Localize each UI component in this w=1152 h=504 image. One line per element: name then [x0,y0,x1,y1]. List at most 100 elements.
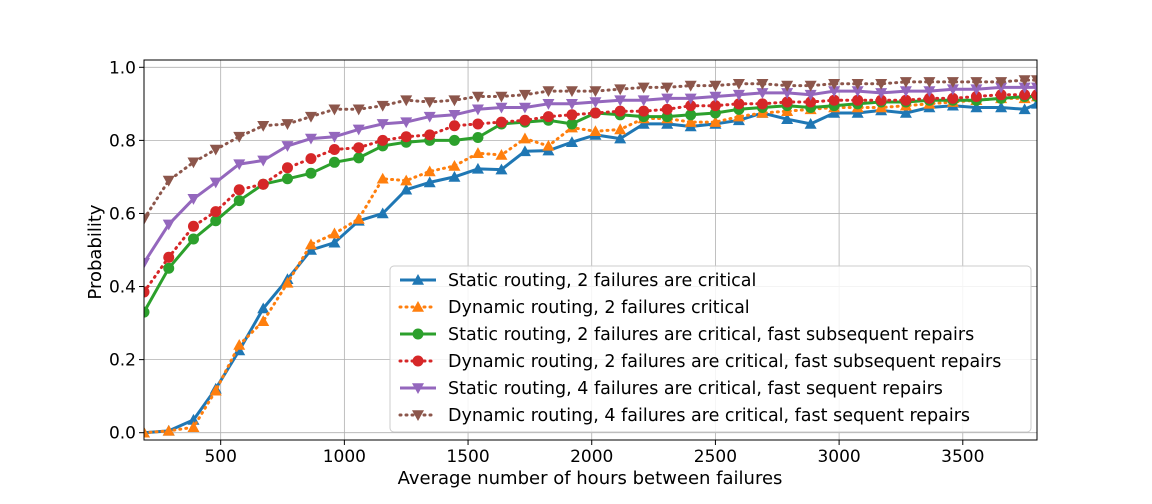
data-point [875,88,888,99]
data-point [589,97,602,109]
data-point [448,110,461,121]
data-point [233,344,246,356]
data-point [1031,75,1037,87]
data-point [947,92,959,104]
legend-entry: Dynamic routing, 4 failures are critical… [398,406,970,426]
data-point [995,82,1008,94]
y-tick-label: 0.2 [109,351,136,371]
data-point [518,145,531,157]
data-point [471,162,484,174]
data-point [495,91,508,103]
data-point [542,111,554,123]
data-point [400,117,413,129]
data-point [899,106,912,118]
data-point [423,97,436,109]
data-point [614,95,627,107]
data-point [376,172,389,184]
x-tick-label: 3000 [817,447,860,467]
data-point [518,102,531,114]
data-point [305,153,317,165]
legend-entry: Static routing, 4 failures are critical,… [400,379,943,399]
data-point [233,339,246,350]
data-point [495,116,507,128]
data-point [638,105,650,117]
data-point [733,98,745,110]
data-point [423,111,436,123]
data-point [424,129,436,141]
y-tick-label: 0.6 [109,204,136,224]
data-point [257,302,270,314]
legend-label: Dynamic routing, 2 failures critical [448,298,750,318]
data-point [661,82,674,94]
data-point [144,426,150,438]
data-point [328,131,341,143]
data-point [566,118,578,130]
data-point [376,119,389,130]
data-point [328,144,340,156]
data-point [233,184,245,196]
data-point [304,133,317,145]
data-point [377,134,389,146]
data-point [709,100,721,112]
data-point [756,98,768,110]
data-point [946,84,959,96]
data-point [257,315,270,327]
data-point [756,88,769,99]
data-point [852,94,864,106]
y-tick-label: 1.0 [109,58,136,78]
data-point [281,173,293,185]
legend-entry: Dynamic routing, 2 failures critical [398,298,750,318]
legend-marker [412,328,424,340]
data-point [614,105,626,117]
data-point [328,156,340,168]
legend-marker [412,274,424,285]
legend-label: Static routing, 4 failures are critical,… [448,379,943,399]
data-point [805,96,817,108]
data-point [144,257,150,269]
data-point [495,149,508,160]
data-point [781,96,793,108]
data-point [565,86,578,98]
data-point [144,286,150,298]
data-point [352,212,365,224]
y-tick-label: 0.0 [109,424,136,444]
data-point [828,106,841,118]
data-point [614,123,627,135]
data-point [353,142,365,154]
data-point [970,84,983,96]
data-point [448,120,460,132]
data-point [661,103,673,115]
data-point [828,94,840,106]
data-point [400,174,413,186]
data-point [305,167,317,179]
legend-entry: Static routing, 2 failures are critical,… [400,325,974,345]
data-point [995,101,1008,113]
data-point [162,219,175,231]
legend-label: Static routing, 2 failures are critical,… [448,325,974,345]
legend-marker [412,410,424,421]
data-point [187,421,200,433]
data-point [732,89,745,101]
data-point [257,155,270,167]
data-point [828,86,841,98]
data-point [732,78,745,90]
series-4 [144,89,1037,298]
data-point [542,86,555,98]
data-point [233,131,246,143]
data-point [1019,89,1031,101]
data-point [946,77,959,88]
data-point [328,104,341,116]
data-point [376,207,389,219]
data-point [589,125,602,137]
data-point [875,78,888,90]
legend-entry: Static routing, 2 failures are critical [400,271,756,291]
data-point [423,176,436,188]
data-point [400,131,412,143]
data-point [685,100,697,112]
data-point [376,100,389,112]
data-point [851,78,864,90]
data-point [899,86,912,98]
data-point [495,163,508,175]
data-point [970,77,983,88]
legend-marker [412,355,424,367]
